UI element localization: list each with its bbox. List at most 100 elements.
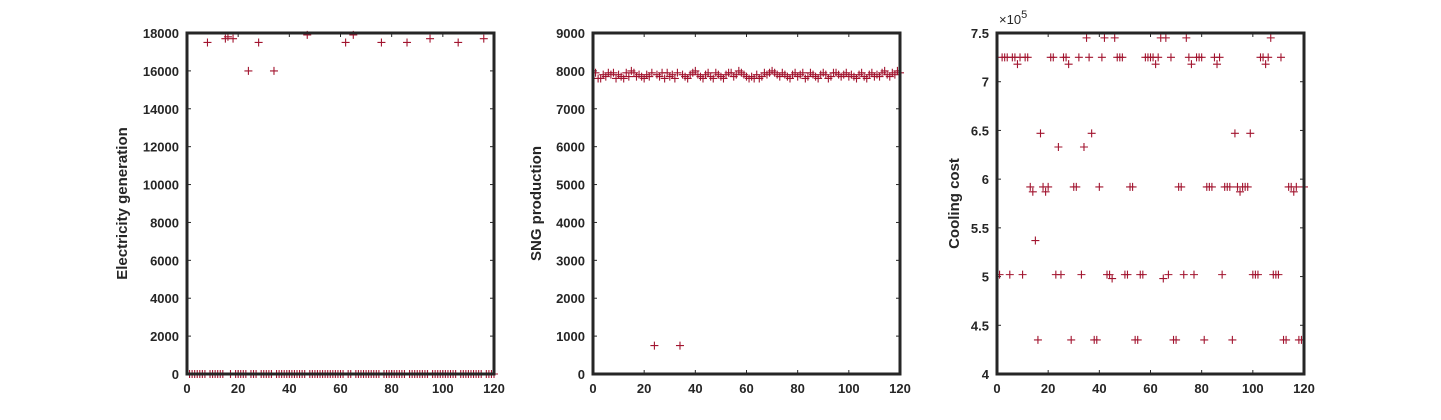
y-tick-label: 6000 [556, 140, 585, 155]
x-tick-label: 80 [384, 381, 398, 396]
data-point [1072, 182, 1081, 191]
data-point [1292, 182, 1301, 191]
y-tick-label: 7 [982, 75, 989, 90]
data-point [1128, 182, 1137, 191]
data-point [1054, 142, 1063, 151]
x-tick-label: 80 [790, 381, 804, 396]
y-tick-label: 5.5 [971, 221, 989, 236]
x-tick-label: 40 [282, 381, 296, 396]
axes-box [591, 31, 902, 376]
data-point [1253, 270, 1262, 279]
x-tick-label: 120 [889, 381, 911, 396]
data-point [1082, 33, 1091, 42]
x-tick-label: 60 [1143, 381, 1157, 396]
y-tick-label: 5 [982, 270, 989, 285]
x-tick-label: 60 [333, 381, 347, 396]
y-tick-label: 6 [982, 172, 989, 187]
data-point [1151, 60, 1160, 69]
axes-box [185, 31, 496, 376]
data-point [229, 34, 238, 43]
y-tick-label: 1000 [556, 329, 585, 344]
data-point [1023, 53, 1032, 62]
y-axis-exponent-power: 5 [1021, 9, 1027, 21]
y-tick-label: 14000 [143, 102, 179, 117]
y-tick-label: 6000 [150, 253, 179, 268]
data-point [1077, 270, 1086, 279]
data-point [1044, 182, 1053, 191]
y-tick-label: 16000 [143, 64, 179, 79]
x-tick-label: 60 [739, 381, 753, 396]
data-point [1179, 270, 1188, 279]
data-point [1177, 182, 1186, 191]
x-tick-label: 0 [589, 381, 596, 396]
data-point [1067, 335, 1076, 344]
data-point [673, 68, 682, 77]
data-point [1110, 33, 1119, 42]
data-point [1218, 270, 1227, 279]
data-point [1166, 53, 1175, 62]
data-point [1184, 53, 1193, 62]
data-point [269, 66, 278, 75]
x-tick-label: 100 [1242, 381, 1264, 396]
data-point [609, 68, 618, 77]
y-tick-label: 4.5 [971, 318, 989, 333]
y-tick-label: 0 [578, 367, 585, 382]
x-tick-label: 80 [1194, 381, 1208, 396]
x-tick-label: 120 [483, 381, 505, 396]
data-point [1282, 335, 1291, 344]
y-tick-label: 7000 [556, 102, 585, 117]
x-tick-label: 100 [432, 381, 454, 396]
y-tick-label: 10000 [143, 178, 179, 193]
data-point [1236, 187, 1245, 196]
data-point [1133, 335, 1142, 344]
data-point [1274, 270, 1283, 279]
data-point [1049, 53, 1058, 62]
data-point [1087, 129, 1096, 138]
data-point [1230, 129, 1239, 138]
data-point [1026, 182, 1035, 191]
data-point [619, 74, 628, 83]
data-point [1108, 274, 1117, 283]
data-point [1100, 33, 1109, 42]
data-point [403, 38, 412, 47]
y-tick-label: 2000 [556, 291, 585, 306]
y-axis-label: SNG production [528, 146, 545, 261]
data-point [1228, 335, 1237, 344]
y-tick-label: 8000 [150, 215, 179, 230]
data-point [1097, 53, 1106, 62]
x-tick-label: 20 [1041, 381, 1055, 396]
data-point [1261, 60, 1270, 69]
cooling-cost-panel: 0 20 40 60 80 100 120 4 4.5 5 5.5 6 6.5 7 7.5 Cooling c… [946, 9, 1315, 396]
data-point [1085, 53, 1094, 62]
data-point [1118, 53, 1127, 62]
data-point [1246, 129, 1255, 138]
data-point [1172, 335, 1181, 344]
data-point [1215, 53, 1224, 62]
data-point [1005, 270, 1014, 279]
y-tick-label: 18000 [143, 26, 179, 41]
data-point [1225, 182, 1234, 191]
y-axis-label: Electricity generation [114, 127, 131, 280]
data-point [1079, 142, 1088, 151]
data-point [1276, 53, 1285, 62]
data-point [454, 38, 463, 47]
data-point [1123, 270, 1132, 279]
x-tick-label: 0 [993, 381, 1000, 396]
data-point [1138, 270, 1147, 279]
data-point [1189, 270, 1198, 279]
x-tick-label: 40 [1092, 381, 1106, 396]
data-point [1182, 33, 1191, 42]
y-tick-label: 4 [982, 367, 990, 382]
y-tick-label: 9000 [556, 26, 585, 41]
data-point [1266, 33, 1275, 42]
x-tick-label: 100 [838, 381, 860, 396]
data-point [377, 38, 386, 47]
data-point [1013, 60, 1022, 69]
data-point [670, 74, 679, 83]
y-tick-label: 0 [172, 367, 179, 382]
y-axis-label: Cooling cost [946, 158, 963, 249]
data-point [1213, 60, 1222, 69]
x-tick-label: 40 [688, 381, 702, 396]
x-tick-label: 20 [231, 381, 245, 396]
